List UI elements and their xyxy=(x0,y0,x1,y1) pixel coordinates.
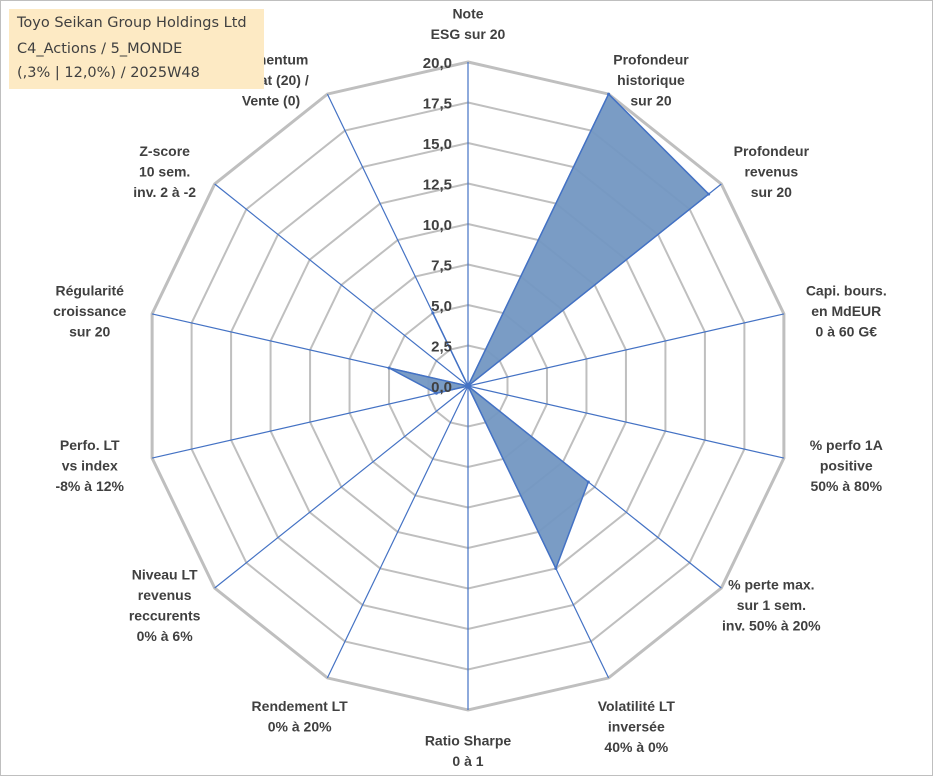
axis-label-line: revenus xyxy=(138,587,192,603)
axis-label: Volatilité LT inversée 40% à 0% xyxy=(598,698,676,755)
spoke-line xyxy=(467,313,785,387)
spoke-line xyxy=(214,385,469,589)
axis-label-line: revenus xyxy=(744,163,798,179)
axis-label: Profondeur historique sur 20 xyxy=(613,52,689,109)
axis-label-line: Profondeur xyxy=(613,52,689,68)
tick-label: 0,0 xyxy=(431,379,452,396)
tick-label: 2,5 xyxy=(431,339,452,356)
axis-label-line: inv. 2 à -2 xyxy=(133,184,196,200)
axis-label-line: Rendement LT xyxy=(252,698,349,714)
axis-label-line: sur 20 xyxy=(630,93,671,109)
spoke-line xyxy=(214,183,469,387)
axis-label: Perfo. LT vs index -8% à 12% xyxy=(55,437,124,494)
axis-label-line: Vente (0) xyxy=(242,93,300,109)
axis-label: Profondeur revenus sur 20 xyxy=(734,143,810,200)
axis-label-line: vs index xyxy=(62,458,118,474)
tick-label-layer: 0,0 2,5 5,0 7,5 10,0 12,5 15,0 17,5 20,0 xyxy=(423,55,452,396)
axis-label-line: 0% à 6% xyxy=(137,628,194,644)
axis-label: Ratio Sharpe 0 à 1 xyxy=(425,733,512,770)
axis-label-line: croissance xyxy=(53,303,126,319)
title-period: (,3% | 12,0%) / 2025W48 xyxy=(17,65,200,81)
axis-label-line: historique xyxy=(617,72,685,88)
axis-label-line: ESG sur 20 xyxy=(431,26,506,42)
axis-label-line: 40% à 0% xyxy=(604,739,668,755)
axis-label-line: Niveau LT xyxy=(132,566,198,582)
axis-label-line: sur 20 xyxy=(751,184,792,200)
data-point xyxy=(607,92,611,96)
axis-label-line: inversée xyxy=(608,719,665,735)
axis-label-line: reccurents xyxy=(129,607,201,623)
axis-label-line: 50% à 80% xyxy=(810,478,882,494)
axis-label-line: inv. 50% à 20% xyxy=(722,618,821,634)
data-point xyxy=(554,566,558,570)
data-point xyxy=(387,366,391,370)
data-point xyxy=(707,192,711,196)
spoke-line xyxy=(326,385,469,679)
axis-label-line: % perte max. xyxy=(728,577,814,593)
axis-label: % perte max. sur 1 sem. inv. 50% à 20% xyxy=(722,577,821,634)
tick-label: 20,0 xyxy=(423,55,452,72)
axis-label-line: sur 1 sem. xyxy=(737,597,806,613)
axis-label-line: Note xyxy=(452,6,483,22)
axis-label-line: Z-score xyxy=(139,143,190,159)
axis-label: Z-score 10 sem. inv. 2 à -2 xyxy=(133,143,196,200)
axis-label-line: en MdEUR xyxy=(811,303,881,319)
axis-label-layer: Note ESG sur 20 Profondeur historique sur 20… xyxy=(53,6,887,770)
axis-label-line: Perfo. LT xyxy=(60,437,120,453)
axis-label-line: 0% à 20% xyxy=(268,719,332,735)
axis-label-line: Profondeur xyxy=(734,143,810,159)
axis-label: Niveau LT revenus reccurents 0% à 6% xyxy=(129,566,201,644)
axis-label: Capi. bours. en MdEUR 0 à 60 G€ xyxy=(806,282,887,339)
axis-label-line: -8% à 12% xyxy=(55,478,124,494)
tick-label: 5,0 xyxy=(431,298,452,315)
tick-label: 17,5 xyxy=(423,96,452,113)
axis-label-line: Volatilité LT xyxy=(598,698,676,714)
axis-label: % perfo 1A positive 50% à 80% xyxy=(810,437,883,494)
data-point xyxy=(586,480,590,484)
axis-label-line: Régularité xyxy=(55,282,124,298)
axis-label-line: Capi. bours. xyxy=(806,282,887,298)
title-portfolio: C4_Actions / 5_MONDE xyxy=(17,41,183,57)
data-point xyxy=(434,391,438,395)
axis-label-line: sur 20 xyxy=(69,323,110,339)
axis-label-line: 0 à 1 xyxy=(452,753,483,769)
axis-label: Rendement LT 0% à 20% xyxy=(252,698,349,735)
axis-label-line: 10 sem. xyxy=(139,163,190,179)
tick-label: 10,0 xyxy=(423,217,452,234)
axis-label-line: 0 à 60 G€ xyxy=(816,323,878,339)
axis-label-line: positive xyxy=(820,458,873,474)
spoke-line xyxy=(151,385,469,459)
data-series-area xyxy=(388,93,710,570)
data-point xyxy=(466,384,470,388)
title-company: Toyo Seikan Group Holdings Ltd xyxy=(17,15,247,31)
data-area-layer xyxy=(387,92,711,570)
spoke-line xyxy=(467,385,785,459)
chart-title-box: Toyo Seikan Group Holdings Ltd C4_Action… xyxy=(9,9,264,89)
axis-label: Note ESG sur 20 xyxy=(431,6,506,43)
axis-label-line: Ratio Sharpe xyxy=(425,733,512,749)
tick-label: 12,5 xyxy=(423,177,452,194)
tick-label: 15,0 xyxy=(423,136,452,153)
axis-label-line: % perfo 1A xyxy=(810,437,883,453)
axis-label: Régularité croissance sur 20 xyxy=(53,282,126,339)
tick-label: 7,5 xyxy=(431,258,452,275)
data-point xyxy=(431,311,435,315)
